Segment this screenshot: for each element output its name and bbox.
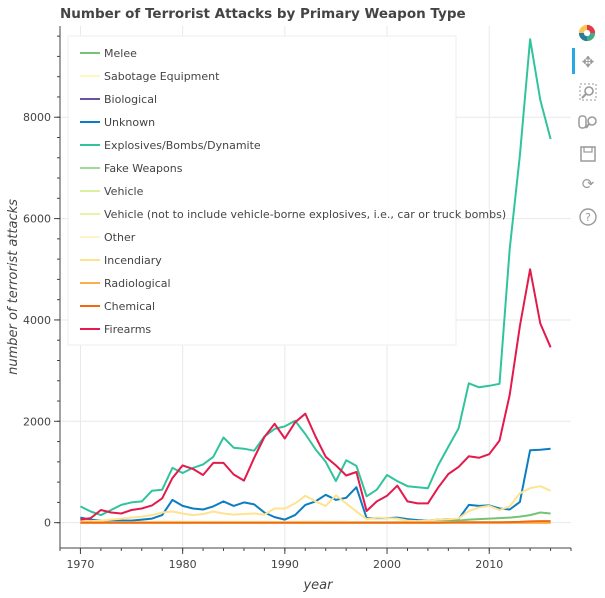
legend-label: Incendiary xyxy=(104,254,162,267)
legend-item[interactable]: Unknown xyxy=(80,116,155,129)
axes: 1970 1980 1990 2000 2010 0 2000 4000 6000 8000 xyxy=(23,26,572,571)
legend-box xyxy=(67,35,457,346)
x-tick-label: 1990 xyxy=(271,558,299,571)
help-icon[interactable]: ? xyxy=(578,207,598,227)
legend-label: Melee xyxy=(104,47,137,60)
chart-title: Number of Terrorist Attacks by Primary W… xyxy=(60,6,466,22)
legend-item[interactable]: Incendiary xyxy=(80,254,162,267)
legend-item[interactable]: Firearms xyxy=(80,323,151,336)
legend-item[interactable]: Vehicle xyxy=(80,185,144,198)
y-tick-label: 2000 xyxy=(23,415,51,428)
reset-icon[interactable]: ⟳ xyxy=(581,175,595,193)
x-tick-label: 1980 xyxy=(169,558,197,571)
wheel-zoom-icon[interactable] xyxy=(578,112,598,132)
series-line-4 xyxy=(79,38,552,517)
legend-label: Vehicle (not to include vehicle-borne ex… xyxy=(104,208,506,221)
legend-label: Radiological xyxy=(104,277,171,290)
legend-item[interactable]: Vehicle (not to include vehicle-borne ex… xyxy=(80,208,506,221)
legend-label: Other xyxy=(104,231,136,244)
save-icon[interactable] xyxy=(578,144,598,164)
legend-label: Firearms xyxy=(104,323,151,336)
y-axis-label: number of terrorist attacks xyxy=(6,199,21,375)
legend-label: Chemical xyxy=(104,300,155,313)
active-tool-indicator xyxy=(572,48,575,74)
y-tick-label: 6000 xyxy=(23,213,51,226)
legend-item[interactable]: Chemical xyxy=(80,300,155,313)
legend-item[interactable]: Biological xyxy=(80,93,157,106)
legend-label: Fake Weapons xyxy=(104,162,183,175)
legend: Melee Sabotage Equipment Biological Unknown… xyxy=(67,35,506,346)
y-tick-label: 8000 xyxy=(23,111,51,124)
box-zoom-icon[interactable] xyxy=(578,82,598,102)
legend-item[interactable]: Explosives/Bombs/Dynamite xyxy=(80,139,261,152)
series-layer xyxy=(79,38,552,524)
legend-label: Unknown xyxy=(104,116,155,129)
x-tick-label: 2010 xyxy=(475,558,503,571)
legend-item[interactable]: Other xyxy=(80,231,136,244)
legend-label: Sabotage Equipment xyxy=(104,70,220,83)
legend-item[interactable]: Radiological xyxy=(80,277,171,290)
series-line-11 xyxy=(80,520,551,524)
x-tick-label: 1970 xyxy=(66,558,94,571)
x-axis-label: year xyxy=(302,578,334,593)
y-tick-label: 0 xyxy=(44,517,51,530)
pan-icon[interactable]: ✥ xyxy=(581,53,595,71)
series-line-12 xyxy=(80,268,552,521)
x-tick-label: 2000 xyxy=(373,558,401,571)
legend-item[interactable]: Sabotage Equipment xyxy=(80,70,220,83)
y-tick-label: 4000 xyxy=(23,314,51,327)
legend-label: Vehicle xyxy=(104,185,144,198)
legend-label: Biological xyxy=(104,93,157,106)
toolbar: ✥ ⟳ ? xyxy=(572,22,602,232)
bokeh-logo-icon[interactable] xyxy=(578,24,596,42)
series-line-9 xyxy=(80,485,552,523)
svg-text:?: ? xyxy=(585,211,591,224)
legend-item[interactable]: Melee xyxy=(80,47,137,60)
legend-item[interactable]: Fake Weapons xyxy=(80,162,183,175)
legend-label: Explosives/Bombs/Dynamite xyxy=(104,139,261,152)
